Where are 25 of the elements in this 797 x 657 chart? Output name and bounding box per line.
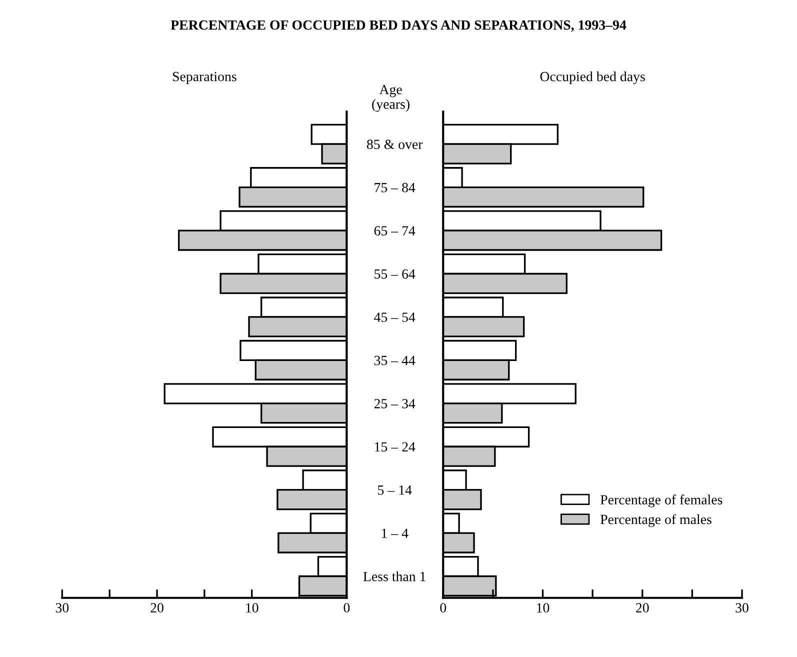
legend-label: Percentage of females	[600, 494, 722, 508]
x-tick-label: 30	[56, 603, 69, 613]
y-tick-label: 35 – 44	[374, 356, 416, 366]
y-tick-label: 75 – 84	[374, 182, 416, 192]
y-tick-label: 25 – 34	[374, 399, 416, 408]
y-tick-label: 65 – 74	[374, 226, 416, 236]
y-tick-label: 5 – 14	[378, 485, 412, 495]
chart-subtitle: Separations	[172, 72, 236, 84]
x-tick-label: 10	[537, 603, 550, 613]
x-tick-label: 30	[736, 603, 748, 613]
chart-title: Occupied bed days	[540, 71, 645, 84]
y-tick-label: 45 – 54	[374, 312, 416, 322]
y-tick-label: 1 – 4	[382, 528, 408, 538]
x-tick-label: 10	[246, 603, 258, 613]
y-tick-label: 15 – 24	[375, 442, 416, 452]
text: PERCENTAGE OF OCCUPIED BED DAYS AND SEPARATIONS, 1993–94	[170, 20, 626, 32]
y-axis-title: Age (years)	[372, 84, 410, 112]
legend-label: Percentage of males	[600, 514, 712, 528]
y-tick-label: 85 & over	[366, 140, 423, 150]
x-tick-label: 20	[150, 603, 164, 613]
y-tick-label: 55 – 64	[374, 269, 416, 279]
x-tick-label: 20	[636, 603, 649, 613]
x-tick-label: 0	[344, 603, 350, 613]
y-tick-label: Less than 1	[363, 571, 426, 582]
x-tick-label: 0	[440, 603, 446, 613]
